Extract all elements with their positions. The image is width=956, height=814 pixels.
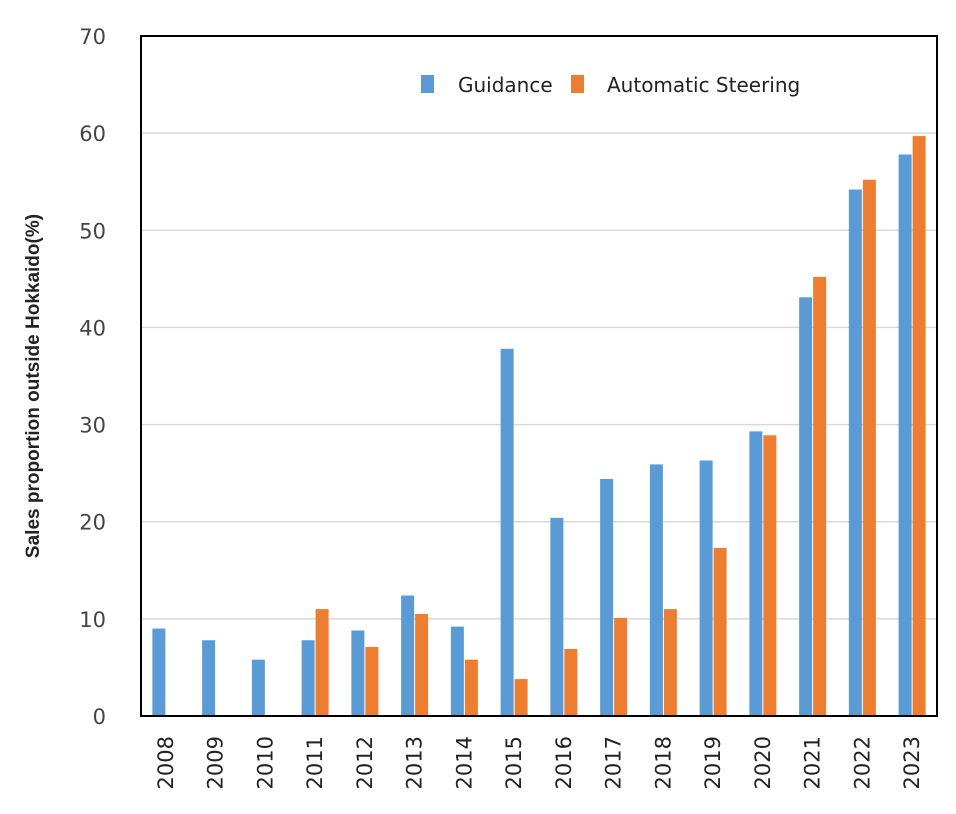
bar-automatic-steering-2014: [464, 659, 478, 716]
legend: Guidance Automatic Steering: [421, 73, 800, 97]
x-tick-label: 2021: [801, 736, 825, 789]
x-tick-label: 2008: [154, 736, 178, 789]
bar-automatic-steering-2020: [763, 435, 777, 716]
bar-automatic-steering-2021: [813, 276, 827, 716]
y-tick-label: 20: [79, 511, 106, 535]
x-tick-label: 2019: [701, 736, 725, 789]
bar-automatic-steering-2019: [713, 547, 727, 716]
bar-guidance-2013: [401, 595, 415, 716]
bar-guidance-2021: [799, 297, 813, 716]
bar-guidance-2020: [749, 431, 763, 716]
y-tick-label: 10: [79, 608, 106, 632]
bar-guidance-2008: [152, 628, 166, 716]
x-axis-ticks: 2008 2009 2010 2011 2012 2013 2014 2015 2016 2017…: [154, 736, 924, 789]
legend-label: Automatic Steering: [607, 73, 800, 97]
bar-guidance-2010: [251, 659, 265, 716]
x-tick-label: 2014: [452, 736, 476, 789]
bar-guidance-2012: [351, 630, 365, 716]
x-tick-label: 2012: [353, 736, 377, 789]
x-tick-label: 2020: [751, 736, 775, 789]
legend-label: Guidance: [458, 73, 553, 97]
y-tick-label: 70: [79, 25, 106, 49]
y-tick-label: 0: [93, 705, 106, 729]
bar-automatic-steering-2023: [912, 136, 926, 717]
bar-automatic-steering-2015: [514, 679, 528, 716]
x-tick-label: 2018: [651, 736, 675, 789]
bar-automatic-steering-2018: [663, 609, 677, 716]
bars: [152, 136, 926, 717]
x-tick-label: 2013: [403, 736, 427, 789]
bar-guidance-2022: [848, 189, 862, 716]
plot-area: [140, 35, 938, 717]
bar-guidance-2018: [649, 464, 663, 716]
x-tick-label: 2023: [900, 736, 924, 789]
bar-automatic-steering-2011: [315, 609, 329, 716]
x-tick-label: 2022: [850, 736, 874, 789]
bar-guidance-2017: [600, 478, 614, 716]
x-tick-label: 2015: [502, 736, 526, 789]
y-axis-title: Sales proportion outside Hokkaido(%): [23, 214, 44, 558]
bar-guidance-2023: [898, 154, 912, 716]
y-tick-label: 50: [79, 219, 106, 243]
y-axis-ticks: 0 10 20 30 40 50 60 70: [79, 25, 106, 729]
bar-guidance-2015: [500, 348, 514, 716]
bar-guidance-2016: [550, 517, 564, 716]
bar-guidance-2011: [301, 640, 315, 716]
bar-automatic-steering-2017: [614, 617, 628, 716]
x-tick-label: 2010: [253, 736, 277, 789]
bar-automatic-steering-2012: [365, 647, 379, 716]
bar-guidance-2009: [202, 640, 216, 716]
x-tick-label: 2017: [602, 736, 626, 789]
bar-automatic-steering-2016: [564, 648, 578, 716]
x-tick-label: 2011: [303, 736, 327, 789]
y-tick-label: 60: [79, 122, 106, 146]
y-tick-label: 30: [79, 414, 106, 438]
bar-automatic-steering-2013: [415, 614, 429, 716]
legend-swatch: [571, 75, 584, 93]
legend-swatch: [421, 75, 434, 93]
x-tick-label: 2016: [552, 736, 576, 789]
bar-automatic-steering-2022: [862, 179, 876, 716]
bar-guidance-2019: [699, 460, 713, 716]
bar-guidance-2014: [450, 626, 464, 716]
y-tick-label: 40: [79, 316, 106, 340]
x-tick-label: 2009: [204, 736, 228, 789]
